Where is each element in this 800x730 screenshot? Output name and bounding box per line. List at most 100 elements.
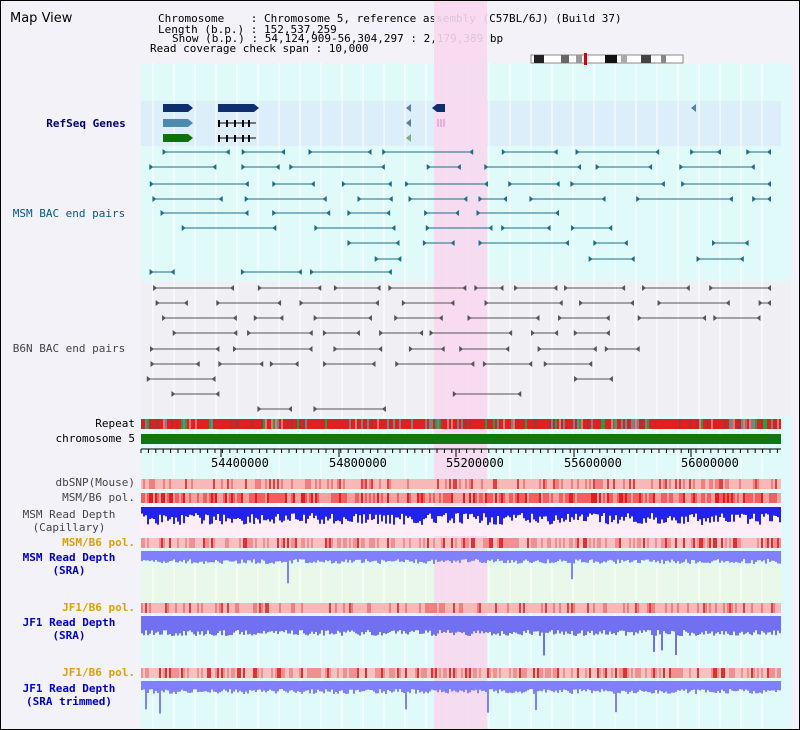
track-label-jf1-depth-trimmed[interactable]: JF1 Read Depth — [22, 682, 116, 695]
msm-capillary-depth-bar — [577, 507, 579, 520]
dbsnp-cell — [743, 479, 745, 489]
msm-sra-depth-bar — [217, 551, 219, 562]
msm-capillary-depth-bar — [657, 507, 659, 524]
jf1-sra-depth-bar — [739, 616, 741, 633]
msm-sra-depth-bar — [585, 551, 587, 563]
jf1-trim-depth-bar — [533, 681, 535, 694]
dbsnp-cell — [199, 479, 201, 489]
msm-b6-pol-cell — [479, 493, 481, 503]
jf1-b6-pol-2-cell — [639, 668, 641, 678]
track-label-msm-b6-pol[interactable]: MSM/B6 pol. — [62, 491, 135, 504]
jf1-b6-pol-2-cell — [179, 668, 181, 678]
jf1-b6-pol-2-cell — [165, 668, 167, 678]
jf1-b6-pol-cell — [195, 603, 197, 613]
msm-b6-pol-2-cell — [473, 538, 475, 548]
msm-capillary-depth-bar — [403, 507, 405, 525]
msm-b6-pol-2-cell — [495, 538, 497, 548]
track-label-msm-bac[interactable]: MSM BAC end pairs — [12, 207, 126, 220]
jf1-trim-depth-bar — [757, 681, 759, 694]
track-label-jf1-b6-pol-2[interactable]: JF1/B6 pol. — [62, 666, 135, 679]
dbsnp-cell — [403, 479, 405, 489]
jf1-b6-pol-2-cell — [151, 668, 153, 678]
msm-b6-pol-cell — [551, 493, 553, 503]
msm-b6-pol-2-cell — [635, 538, 637, 548]
jf1-sra-depth-bar — [145, 616, 147, 631]
msm-sra-depth-bar — [599, 551, 601, 564]
msm-b6-pol-2-cell — [251, 538, 253, 548]
jf1-trim-depth-bar — [749, 681, 751, 694]
jf1-sra-depth-bar — [763, 616, 765, 633]
msm-b6-pol-2-cell — [259, 538, 261, 548]
dbsnp-cell — [145, 479, 147, 489]
jf1-sra-depth-bar — [345, 616, 347, 633]
msm-capillary-depth-bar — [305, 507, 307, 524]
track-label-jf1-b6-pol[interactable]: JF1/B6 pol. — [62, 601, 135, 614]
b6n-bac-pair-end — [767, 300, 771, 306]
jf1-sra-depth-bar — [359, 616, 361, 636]
track-label-repeat[interactable]: Repeat — [95, 417, 135, 430]
b6n-bac-pair-end — [588, 361, 593, 367]
jf1-sra-depth-bar — [569, 616, 571, 635]
msm-sra-depth-bar — [299, 551, 301, 560]
msm-capillary-depth-bar — [273, 507, 275, 524]
jf1-trim-depth-bar — [217, 681, 219, 694]
msm-b6-pol-cell — [229, 493, 231, 503]
msm-capillary-depth-bar — [603, 507, 605, 514]
msm-bac-pair-end — [425, 225, 430, 231]
repeat-element — [255, 419, 257, 429]
msm-capillary-depth-bar — [675, 507, 677, 521]
msm-b6-pol-2-cell — [147, 538, 149, 548]
jf1-b6-pol-2-cell — [249, 668, 251, 678]
jf1-b6-pol-2-cell — [333, 668, 335, 678]
msm-sra-depth-bar — [141, 551, 143, 562]
msm-b6-pol-2-cell — [359, 538, 361, 548]
msm-bac-pair-end — [484, 164, 489, 170]
jf1-b6-pol-2-cell — [591, 668, 593, 678]
msm-capillary-depth-bar — [329, 507, 331, 519]
msm-sra-depth-bar — [469, 551, 471, 562]
repeat-element — [539, 419, 541, 429]
track-label-msm-depth-capillary[interactable]: MSM Read Depth — [22, 508, 116, 521]
msm-bac-pair-end — [405, 181, 410, 187]
b6n-bac-pair-end — [232, 315, 237, 321]
jf1-b6-pol-2-cell — [719, 668, 721, 678]
repeat-element — [763, 419, 765, 429]
msm-bac-pair-end — [395, 240, 400, 246]
jf1-b6-pol-2-cell — [673, 668, 675, 678]
jf1-b6-pol-2-cell — [207, 668, 209, 678]
track-label-dbsnp[interactable]: dbSNP(Mouse) — [55, 476, 135, 489]
repeat-element — [221, 419, 223, 429]
jf1-sra-depth-bar — [759, 616, 761, 635]
track-label-refseq[interactable]: RefSeq Genes — [46, 117, 126, 130]
jf1-b6-pol-cell — [327, 603, 329, 613]
track-label-msm-depth-sra[interactable]: MSM Read Depth — [22, 551, 116, 564]
msm-capillary-depth-bar — [655, 507, 657, 518]
repeat-element — [399, 419, 401, 429]
msm-b6-pol-cell — [535, 493, 537, 503]
msm-capillary-depth-bar — [443, 507, 445, 515]
msm-b6-pol-2-cell — [685, 538, 687, 548]
repeat-element — [257, 419, 259, 429]
jf1-b6-pol-cell — [373, 603, 375, 613]
jf1-sra-depth-bar — [287, 616, 289, 634]
jf1-b6-pol-2-cell — [771, 668, 773, 678]
msm-capillary-depth-bar — [623, 507, 625, 521]
msm-b6-pol-2-cell — [743, 538, 745, 548]
track-label-b6n-bac[interactable]: B6N BAC end pairs — [12, 342, 126, 355]
b6n-bac-pair-end — [376, 285, 381, 291]
msm-capillary-depth-bar — [633, 507, 635, 522]
msm-b6-pol-cell — [255, 493, 257, 503]
jf1-sra-depth-bar — [741, 616, 743, 632]
msm-b6-pol-cell — [571, 493, 573, 503]
dbsnp-cell — [267, 479, 269, 489]
repeat-element — [341, 419, 343, 429]
repeat-element — [439, 419, 441, 429]
track-label-msm-b6-pol-2[interactable]: MSM/B6 pol. — [62, 536, 135, 549]
jf1-trim-depth-bar — [617, 681, 619, 693]
jf1-trim-depth-bar — [773, 681, 775, 691]
msm-b6-pol-cell — [667, 493, 669, 503]
track-label-jf1-depth-sra[interactable]: JF1 Read Depth — [22, 616, 116, 629]
jf1-sra-depth-bar — [259, 616, 261, 634]
jf1-sra-depth-bar — [551, 616, 553, 631]
